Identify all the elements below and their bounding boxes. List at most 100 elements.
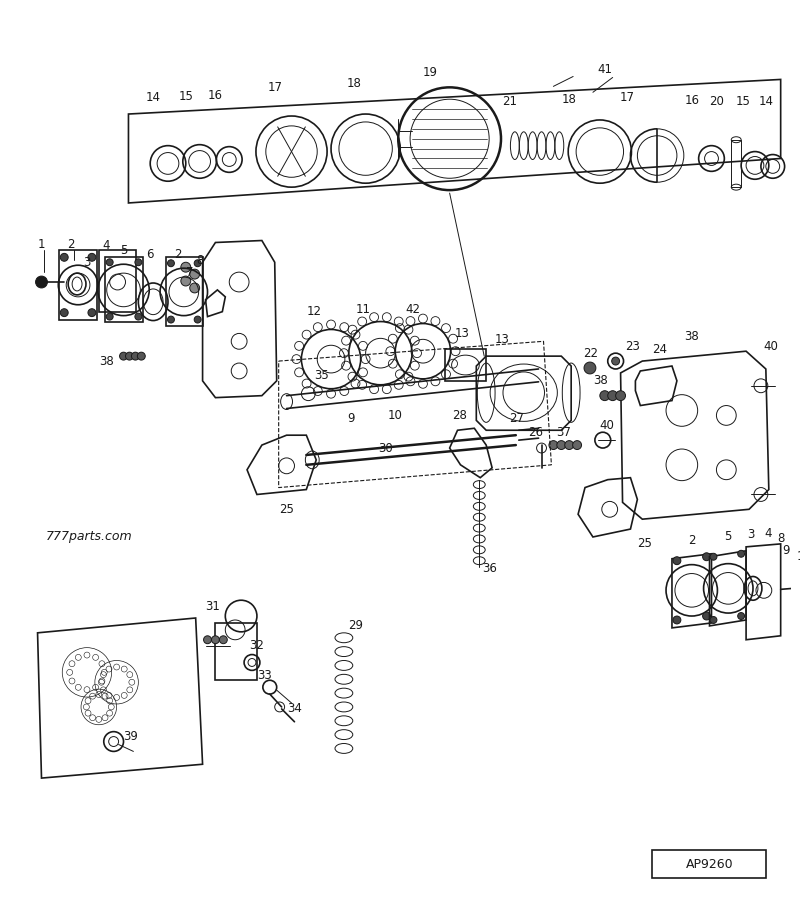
Circle shape: [194, 260, 201, 267]
Text: 12: 12: [306, 305, 322, 318]
Circle shape: [135, 259, 142, 266]
Circle shape: [190, 283, 200, 293]
Circle shape: [60, 253, 68, 262]
Text: 2: 2: [67, 238, 75, 251]
Bar: [215, 623, 257, 680]
Circle shape: [190, 269, 200, 279]
Circle shape: [88, 308, 96, 317]
Text: 15: 15: [736, 95, 750, 107]
Text: 13: 13: [494, 333, 510, 345]
Text: 16: 16: [208, 88, 223, 102]
Text: 5: 5: [725, 530, 732, 544]
Text: 1: 1: [797, 550, 800, 563]
Circle shape: [138, 352, 146, 360]
Circle shape: [106, 313, 113, 320]
Circle shape: [106, 259, 113, 266]
Text: 2: 2: [174, 248, 182, 261]
Circle shape: [738, 550, 745, 557]
Text: 30: 30: [378, 442, 393, 455]
Text: 2: 2: [688, 534, 695, 548]
Text: 4: 4: [102, 239, 110, 252]
Circle shape: [608, 391, 618, 400]
Circle shape: [584, 362, 596, 374]
Text: 25: 25: [279, 502, 294, 516]
Text: 17: 17: [267, 81, 282, 94]
Circle shape: [702, 612, 710, 620]
Text: 21: 21: [502, 95, 518, 107]
Text: 33: 33: [258, 668, 272, 682]
Text: 9: 9: [782, 544, 790, 557]
Circle shape: [573, 440, 582, 449]
Text: 14: 14: [146, 91, 161, 104]
Circle shape: [616, 391, 626, 400]
Text: 13: 13: [455, 327, 470, 340]
Text: 17: 17: [620, 91, 635, 104]
Circle shape: [600, 391, 610, 400]
Text: 27: 27: [510, 412, 524, 425]
Circle shape: [710, 617, 717, 623]
Text: 38: 38: [99, 354, 114, 368]
Circle shape: [557, 440, 566, 449]
Circle shape: [60, 308, 68, 317]
Text: 8: 8: [196, 253, 203, 267]
Text: 38: 38: [684, 330, 699, 343]
Circle shape: [203, 636, 211, 644]
Text: 42: 42: [406, 303, 421, 317]
Text: 31: 31: [205, 600, 220, 612]
Text: 14: 14: [758, 95, 774, 107]
Circle shape: [798, 582, 800, 594]
Text: 26: 26: [528, 426, 543, 438]
Text: 34: 34: [287, 703, 302, 715]
Text: 28: 28: [452, 409, 467, 422]
Circle shape: [88, 253, 96, 262]
Text: 3: 3: [83, 256, 90, 269]
Bar: [652, 851, 766, 878]
Text: 5: 5: [120, 244, 127, 257]
Circle shape: [702, 553, 710, 561]
Text: 8: 8: [777, 532, 784, 546]
Circle shape: [612, 357, 619, 365]
Text: 1: 1: [38, 238, 46, 251]
Circle shape: [673, 557, 681, 565]
Text: 4: 4: [764, 527, 771, 539]
Text: 40: 40: [599, 419, 614, 432]
Circle shape: [673, 616, 681, 624]
Circle shape: [219, 636, 227, 644]
Text: 6: 6: [146, 248, 154, 261]
Circle shape: [194, 316, 201, 323]
Circle shape: [565, 440, 574, 449]
Circle shape: [710, 553, 717, 560]
Text: 24: 24: [653, 343, 668, 355]
Text: 39: 39: [123, 730, 138, 743]
Text: 19: 19: [422, 66, 438, 79]
Circle shape: [181, 276, 190, 286]
Circle shape: [126, 352, 134, 360]
Bar: [445, 349, 486, 381]
Text: 9: 9: [347, 412, 354, 425]
Text: 32: 32: [250, 640, 264, 652]
Text: 35: 35: [314, 370, 329, 382]
Text: 38: 38: [594, 374, 608, 387]
Text: 20: 20: [709, 95, 724, 107]
Circle shape: [211, 636, 219, 644]
Circle shape: [738, 612, 745, 620]
Text: 23: 23: [625, 340, 640, 353]
Circle shape: [549, 440, 558, 449]
Text: 41: 41: [598, 63, 612, 76]
Bar: [731, 140, 741, 187]
Text: 40: 40: [763, 340, 778, 353]
Text: 18: 18: [562, 93, 577, 106]
Text: 16: 16: [684, 94, 699, 106]
Circle shape: [167, 316, 174, 323]
Text: 3: 3: [747, 528, 754, 540]
Text: 10: 10: [388, 409, 402, 422]
Text: 11: 11: [356, 303, 371, 317]
Circle shape: [35, 276, 47, 288]
Text: 25: 25: [637, 538, 652, 550]
Text: 29: 29: [348, 620, 363, 632]
Text: 7: 7: [186, 265, 194, 279]
Circle shape: [181, 262, 190, 272]
Text: 36: 36: [482, 562, 497, 575]
Text: 37: 37: [556, 426, 570, 438]
Text: 15: 15: [178, 89, 194, 103]
